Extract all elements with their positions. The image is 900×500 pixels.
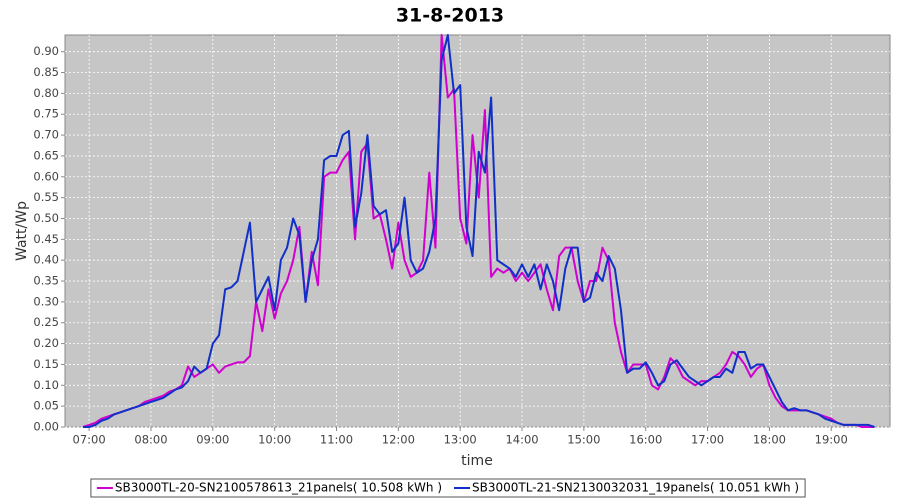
x-tick-label: 09:00 xyxy=(196,433,229,447)
x-tick-label: 15:00 xyxy=(567,433,600,447)
y-tick-label: 0.40 xyxy=(33,253,59,267)
y-tick-label: 0.50 xyxy=(33,211,59,225)
legend-box xyxy=(90,478,806,498)
y-tick-label: 0.10 xyxy=(33,378,59,392)
y-tick-label: 0.65 xyxy=(33,148,59,162)
y-tick-label: 0.60 xyxy=(33,169,59,183)
plot-area xyxy=(64,34,891,428)
x-tick-label: 14:00 xyxy=(505,433,538,447)
y-tick-label: 0.75 xyxy=(33,107,59,121)
y-tick-label: 0.85 xyxy=(33,65,59,79)
x-tick-label: 07:00 xyxy=(73,433,106,447)
y-tick-label: 0.00 xyxy=(33,420,59,434)
chart-title: 31-8-2013 xyxy=(396,5,504,27)
x-tick-label: 08:00 xyxy=(134,433,167,447)
x-tick-label: 16:00 xyxy=(629,433,662,447)
y-tick-label: 0.35 xyxy=(33,274,59,288)
x-tick-label: 13:00 xyxy=(444,433,477,447)
x-tick-label: 18:00 xyxy=(753,433,786,447)
y-tick-label: 0.15 xyxy=(33,357,59,371)
y-tick-label: 0.20 xyxy=(33,336,59,350)
legend-label: SB3000TL-20-SN2100578613_21panels( 10.50… xyxy=(115,481,442,495)
series-line xyxy=(82,34,875,428)
y-tick-label: 0.90 xyxy=(33,44,59,58)
y-tick-label: 0.30 xyxy=(33,294,59,308)
x-tick-label: 19:00 xyxy=(815,433,848,447)
y-tick-label: 0.25 xyxy=(33,315,59,329)
y-axis-title: Watt/Wp xyxy=(14,201,30,261)
y-tick-label: 0.80 xyxy=(33,86,59,100)
legend-label: SB3000TL-21-SN2130032031_19panels( 10.05… xyxy=(472,481,799,495)
x-tick-label: 17:00 xyxy=(691,433,724,447)
legend: SB3000TL-20-SN2100578613_21panels( 10.50… xyxy=(90,478,806,498)
y-tick-label: 0.05 xyxy=(33,399,59,413)
x-tick-label: 10:00 xyxy=(258,433,291,447)
y-tick-label: 0.70 xyxy=(33,128,59,142)
x-tick-label: 11:00 xyxy=(320,433,353,447)
y-tick-label: 0.45 xyxy=(33,232,59,246)
y-tick-label: 0.55 xyxy=(33,190,59,204)
series-line xyxy=(82,34,875,428)
x-tick-label: 12:00 xyxy=(382,433,415,447)
x-axis-title: time xyxy=(461,453,493,469)
